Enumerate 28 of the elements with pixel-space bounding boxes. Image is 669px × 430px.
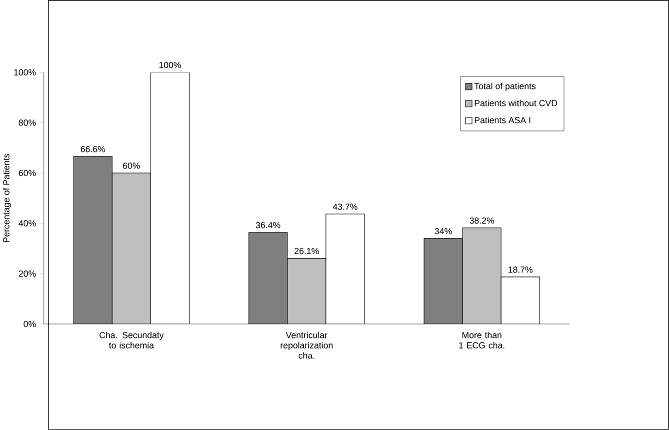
data-label: 34% — [434, 228, 452, 234]
data-label: 36.4% — [256, 222, 280, 228]
bar — [112, 172, 151, 324]
y-tick-label: 40% — [18, 220, 36, 227]
y-tick-label: 60% — [18, 170, 36, 176]
data-label: 18.7% — [508, 266, 533, 273]
y-axis-title: Percentage of Patients — [2, 154, 12, 242]
data-label: 38.2% — [470, 218, 494, 224]
legend-label: Patients without CVD — [474, 100, 558, 106]
bar — [73, 156, 112, 324]
data-label: 43.7% — [332, 204, 358, 210]
y-tick-label: 20% — [18, 270, 36, 277]
data-label: 60% — [123, 162, 140, 169]
data-label: 100% — [159, 62, 181, 68]
x-tick-label: Cha. Secundaty to ischemia — [100, 332, 164, 349]
legend-label: Total of patients — [474, 82, 536, 92]
bar — [287, 258, 326, 324]
data-label: 26.1% — [294, 248, 319, 254]
bar — [424, 238, 463, 324]
legend-label: Patients ASA I — [474, 116, 530, 124]
y-tick-label: 80% — [18, 120, 36, 126]
bar — [248, 232, 288, 324]
x-tick-label: Ventricular repolarization cha. — [280, 332, 333, 359]
y-tick-label: 0% — [24, 320, 36, 328]
data-label: 66.6% — [80, 146, 106, 152]
bar — [462, 228, 502, 324]
x-tick-label: More than 1 ECG cha. — [459, 332, 504, 349]
y-tick-label: 100% — [14, 69, 36, 76]
